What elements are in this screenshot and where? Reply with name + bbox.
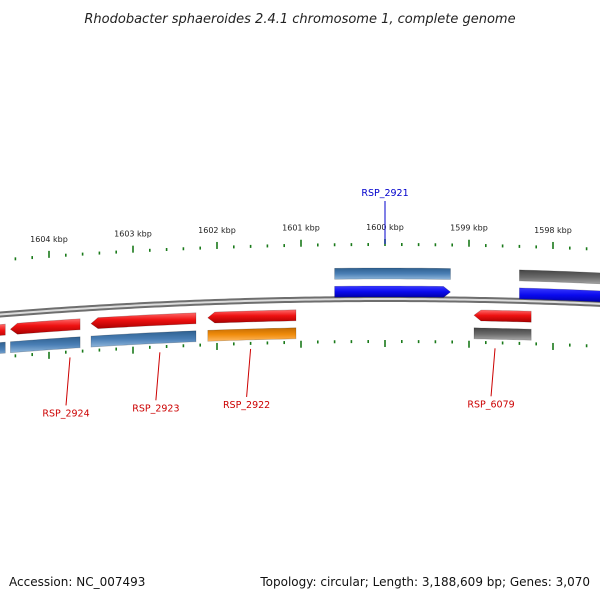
genome-backbone-highlight bbox=[0, 298, 600, 316]
gene-label-leader bbox=[65, 357, 71, 406]
gene-feature-gray[interactable] bbox=[473, 327, 532, 341]
kbp-tick-label: 1602 kbp bbox=[198, 226, 236, 235]
gene-feature-red[interactable] bbox=[90, 312, 197, 329]
genome-summary-text: Topology: circular; Length: 3,188,609 bp… bbox=[259, 575, 590, 589]
kbp-tick-label: 1601 kbp bbox=[282, 224, 320, 233]
gene-feature-steelblue[interactable] bbox=[334, 267, 451, 280]
gene-feature-gray[interactable] bbox=[519, 269, 600, 285]
gene-label[interactable]: RSP_2923 bbox=[132, 403, 179, 414]
kbp-tick-label: 1599 kbp bbox=[450, 224, 488, 233]
gene-feature-steelblue[interactable] bbox=[10, 336, 81, 354]
feature-layer bbox=[0, 267, 600, 356]
gene-label[interactable]: RSP_2924 bbox=[42, 408, 89, 419]
accession-text: Accession: NC_007493 bbox=[9, 575, 145, 589]
gene-feature-blue[interactable] bbox=[519, 287, 600, 303]
gene-feature-red[interactable] bbox=[473, 309, 532, 323]
gene-label-leader bbox=[246, 348, 252, 397]
kbp-tick-label: 1604 kbp bbox=[30, 235, 68, 244]
gene-feature-red[interactable] bbox=[0, 323, 6, 338]
map-title: Rhodobacter sphaeroides 2.4.1 chromosome… bbox=[84, 12, 515, 27]
gene-feature-red[interactable] bbox=[9, 318, 81, 335]
gene-label-leader bbox=[490, 348, 496, 397]
gene-feature-steelblue[interactable] bbox=[90, 330, 197, 348]
kbp-tick-label: 1598 kbp bbox=[534, 226, 572, 235]
gene-feature-red[interactable] bbox=[207, 309, 297, 324]
gene-label[interactable]: RSP_2921 bbox=[361, 188, 408, 199]
gene-feature-steelblue[interactable] bbox=[0, 341, 6, 356]
gene-label-layer: RSP_2921 RSP_2924 RSP_2923 RSP_2922 RSP_6079 bbox=[42, 188, 514, 419]
gene-label[interactable]: RSP_2922 bbox=[223, 400, 270, 411]
gene-feature-orange[interactable] bbox=[207, 327, 297, 342]
gene-label[interactable]: RSP_6079 bbox=[467, 399, 514, 410]
kbp-tick-label: 1603 kbp bbox=[114, 230, 152, 239]
gene-feature-blue[interactable] bbox=[334, 285, 451, 298]
backbone-layer bbox=[0, 296, 600, 318]
gene-label-leader bbox=[155, 352, 161, 401]
